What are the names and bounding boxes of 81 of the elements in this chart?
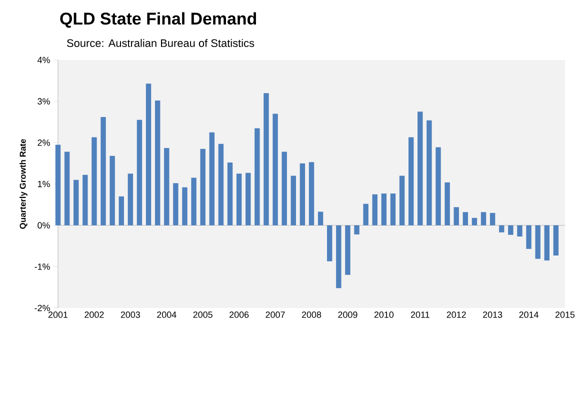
bar [517, 225, 522, 236]
chart-title: QLD State Final Demand [60, 12, 256, 28]
x-tick-label: 2004 [157, 312, 176, 318]
y-tick-label: -1% [34, 264, 50, 270]
bar [246, 172, 251, 226]
x-tick-label: 2014 [519, 312, 538, 318]
bar [553, 225, 559, 256]
bar [264, 93, 269, 226]
bar [146, 84, 152, 226]
bar [200, 148, 206, 226]
bar [64, 152, 70, 226]
bar [363, 204, 368, 226]
bar [254, 128, 260, 226]
bar [490, 212, 496, 226]
bar [300, 163, 306, 226]
bar [436, 147, 441, 226]
x-tick-label: 2011 [410, 312, 430, 318]
bar [399, 176, 405, 226]
bar [82, 174, 88, 226]
bar [390, 194, 396, 226]
bar [372, 194, 378, 226]
bar [336, 225, 342, 288]
bar [236, 174, 242, 226]
bar [544, 225, 550, 260]
bar [100, 117, 106, 226]
x-tick-label: 2001 [48, 312, 68, 318]
x-tick-label: 2006 [230, 312, 249, 318]
bar [164, 148, 170, 226]
bar [118, 196, 124, 226]
y-tick-label: 0% [38, 222, 50, 229]
bar [209, 132, 215, 226]
bar [92, 137, 97, 226]
bar [381, 194, 387, 226]
bar [426, 120, 432, 226]
bar [462, 212, 468, 226]
x-tick-label: 2009 [338, 312, 358, 318]
bar [454, 207, 459, 226]
bar [227, 162, 233, 226]
x-tick-label: 2005 [193, 312, 212, 318]
x-tick-label: 2003 [120, 312, 140, 318]
y-axis-title: Quarterly Growth Rate [20, 139, 28, 229]
bar [318, 212, 324, 226]
bar [308, 162, 314, 226]
bar [508, 225, 514, 235]
bar [173, 183, 178, 226]
x-tick-label: 2002 [84, 312, 104, 318]
y-tick-label: 4% [37, 56, 50, 64]
y-tick-label: 3% [38, 98, 50, 105]
x-tick-label: 2008 [302, 312, 322, 318]
bar [526, 225, 532, 249]
bar [418, 112, 423, 226]
bar [74, 180, 79, 226]
bar [535, 225, 540, 259]
bar [290, 176, 296, 226]
chart-subtitle: Source: Australian Bureau of Statistics [67, 38, 254, 48]
bar [345, 225, 350, 275]
bar [110, 156, 115, 226]
bar [408, 137, 414, 226]
x-tick-label: 2013 [483, 312, 502, 318]
x-tick-label: 2012 [446, 312, 466, 318]
bar [499, 225, 504, 232]
x-tick-label: 2007 [266, 312, 285, 318]
x-tick-label: 2010 [374, 312, 394, 318]
bar [55, 144, 61, 226]
bar [128, 174, 134, 226]
bar [444, 182, 450, 226]
y-tick-label: -2% [34, 304, 50, 312]
bar [282, 152, 287, 226]
bar [327, 225, 332, 262]
bar [136, 120, 142, 226]
bar [182, 187, 188, 226]
bar [154, 100, 160, 226]
y-tick-label: 1% [38, 180, 50, 188]
bar [480, 212, 486, 226]
y-tick-label: 2% [38, 140, 50, 146]
x-tick-label: 2015 [555, 312, 575, 318]
bar [354, 225, 360, 234]
bar [472, 218, 478, 226]
bar [218, 144, 224, 226]
bar [272, 114, 278, 226]
bar [191, 178, 196, 226]
